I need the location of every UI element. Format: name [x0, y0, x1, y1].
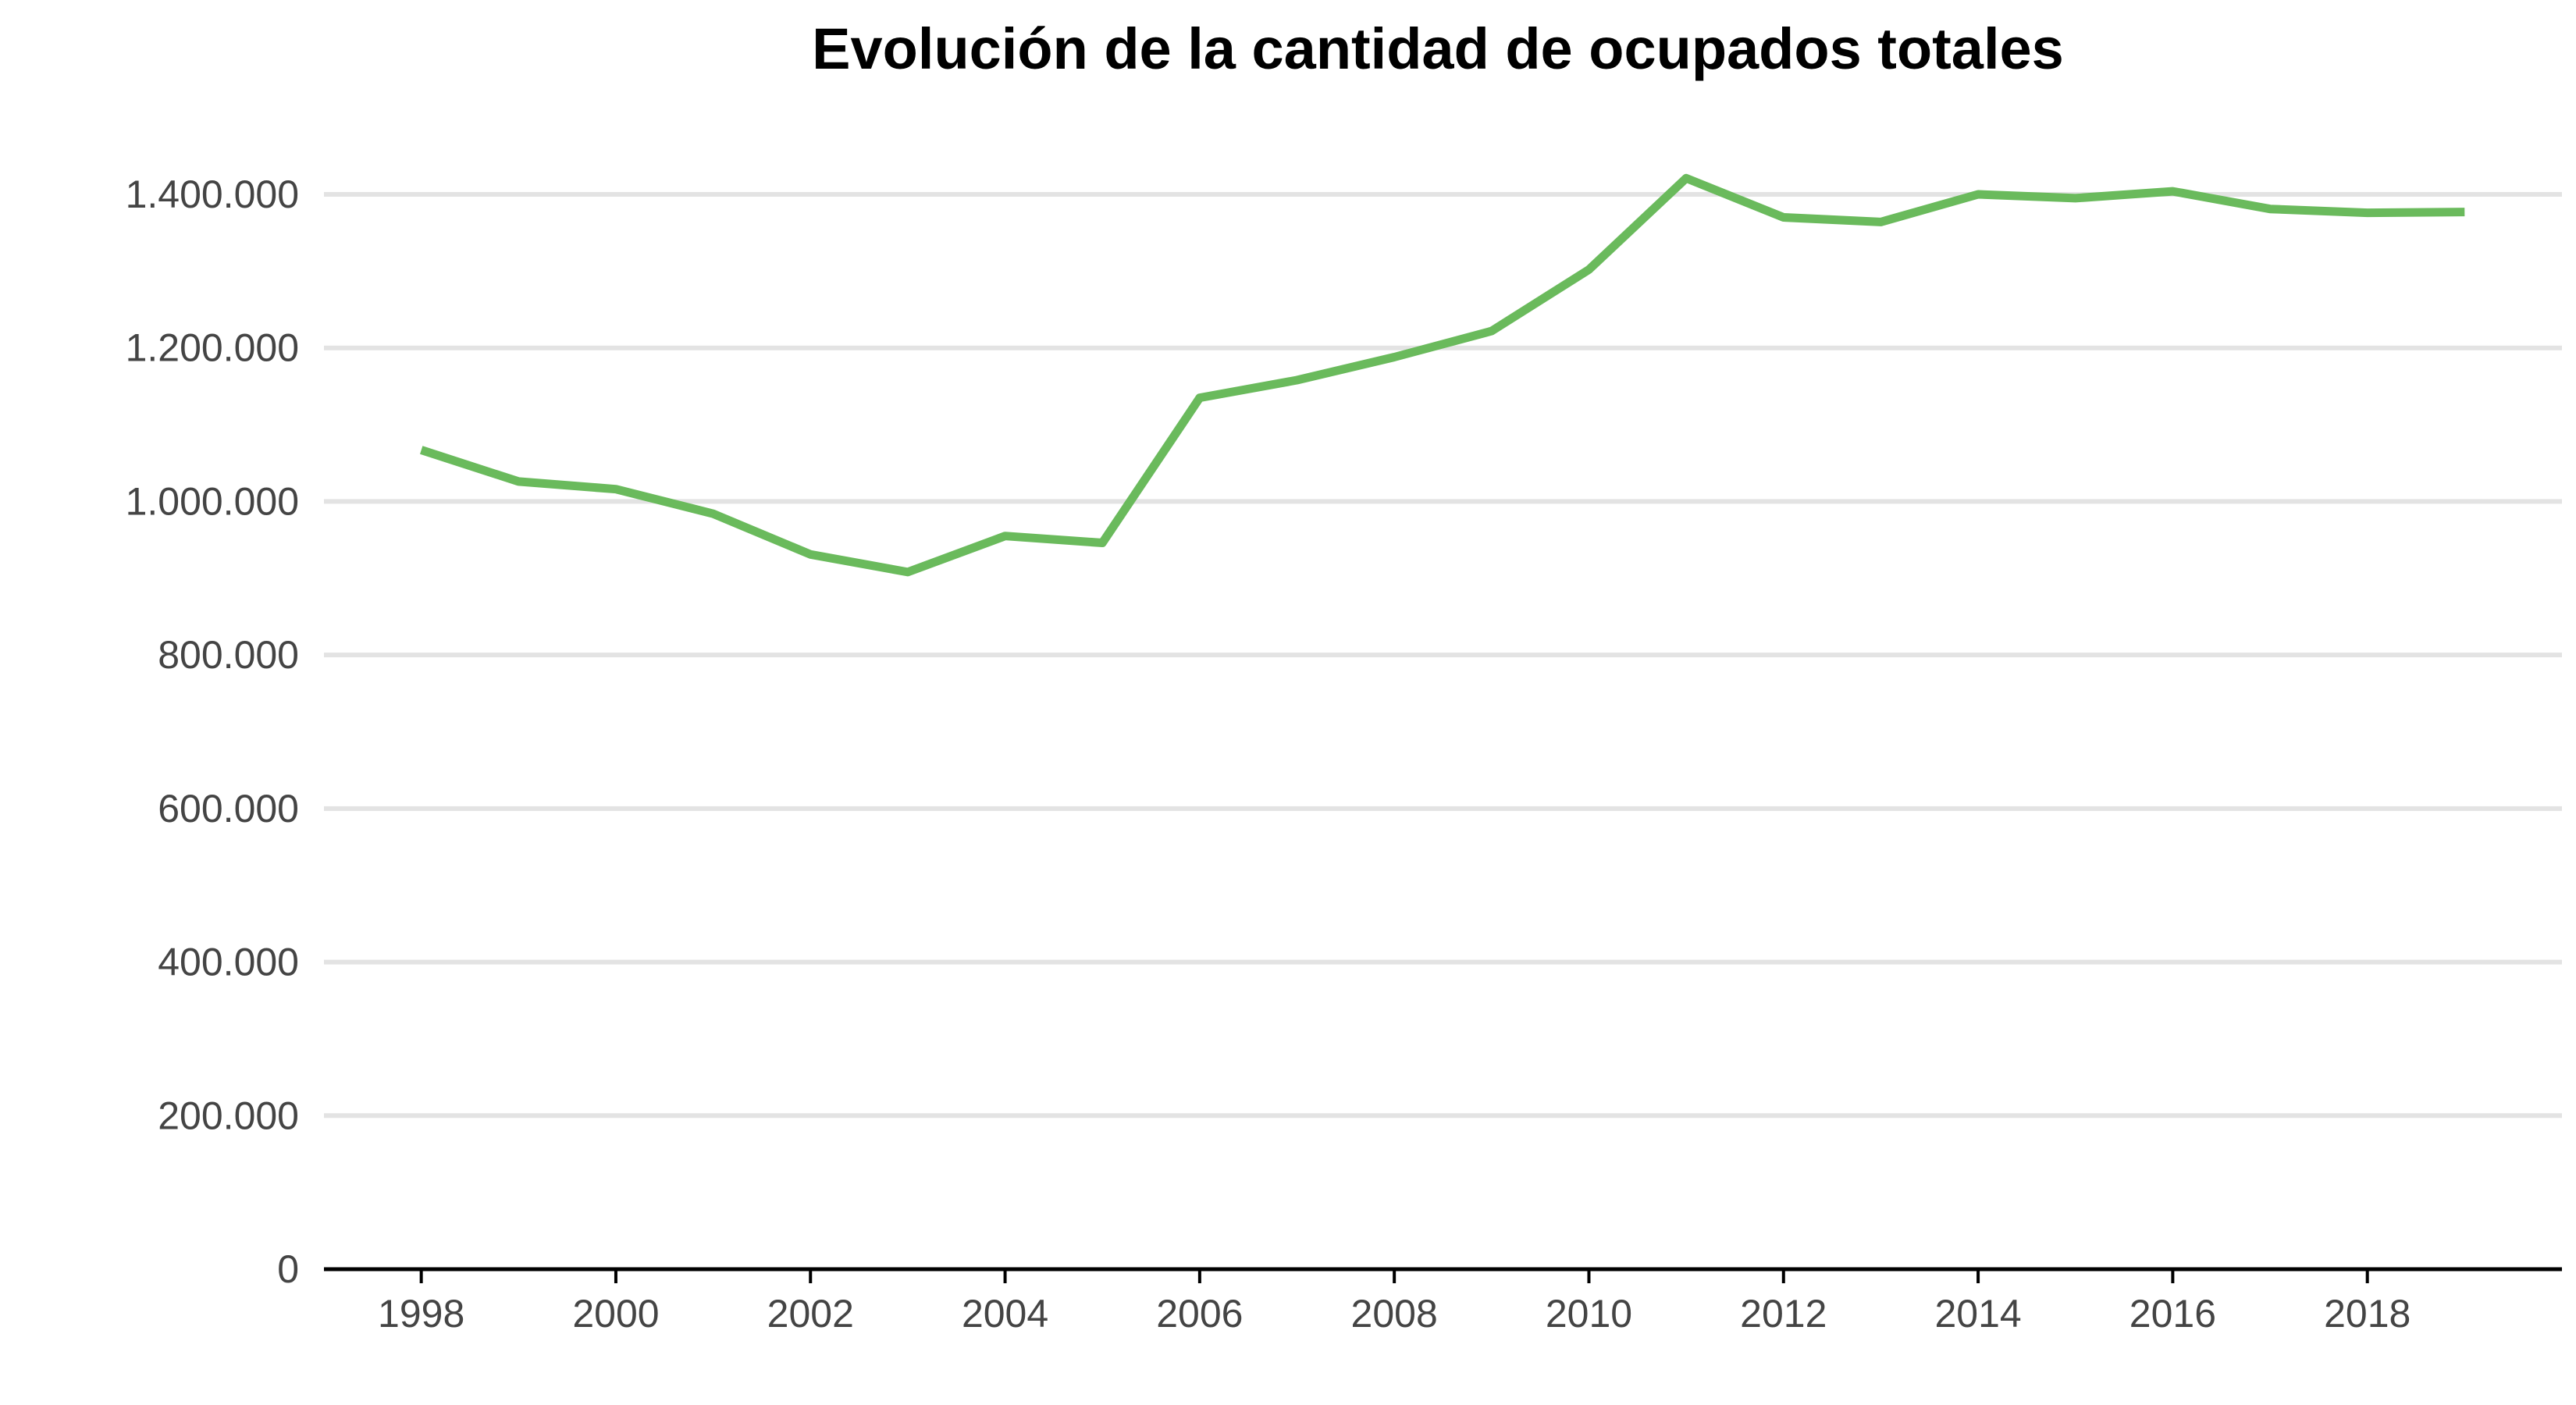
y-tick-label: 600.000 [158, 787, 299, 831]
x-tick-label: 2002 [767, 1292, 854, 1336]
x-tick-label: 2014 [1934, 1292, 2021, 1336]
chart-title: Evolución de la cantidad de ocupados tot… [812, 16, 2064, 81]
x-tick-label: 2016 [2129, 1292, 2216, 1336]
series-line [420, 173, 2465, 577]
y-tick-label: 1.400.000 [126, 173, 299, 216]
x-tick-label: 2004 [962, 1292, 1048, 1336]
series-lines [420, 173, 2465, 577]
x-tick-label: 2012 [1740, 1292, 1827, 1336]
x-tick-label: 2010 [1546, 1292, 1632, 1336]
y-tick-label: 0 [277, 1247, 299, 1291]
x-tick-label: 1998 [378, 1292, 464, 1336]
x-tick-label: 2008 [1351, 1292, 1438, 1336]
x-tick-label: 2018 [2324, 1292, 2411, 1336]
x-tick-label: 2006 [1156, 1292, 1243, 1336]
y-tick-label: 1.000.000 [126, 479, 299, 523]
y-tick-label: 1.200.000 [126, 326, 299, 370]
y-tick-label: 200.000 [158, 1094, 299, 1137]
y-tick-label: 800.000 [158, 633, 299, 677]
y-tick-label: 400.000 [158, 941, 299, 984]
x-axis: 1998 2000 2002 2004 2006 2008 2010 2012 2014 2016… [324, 1267, 2562, 1336]
gridlines [324, 192, 2562, 1119]
y-axis-labels: 0 200.000 400.000 600.000 800.000 1.000.000 1.… [126, 173, 299, 1291]
x-tick-label: 2000 [572, 1292, 659, 1336]
